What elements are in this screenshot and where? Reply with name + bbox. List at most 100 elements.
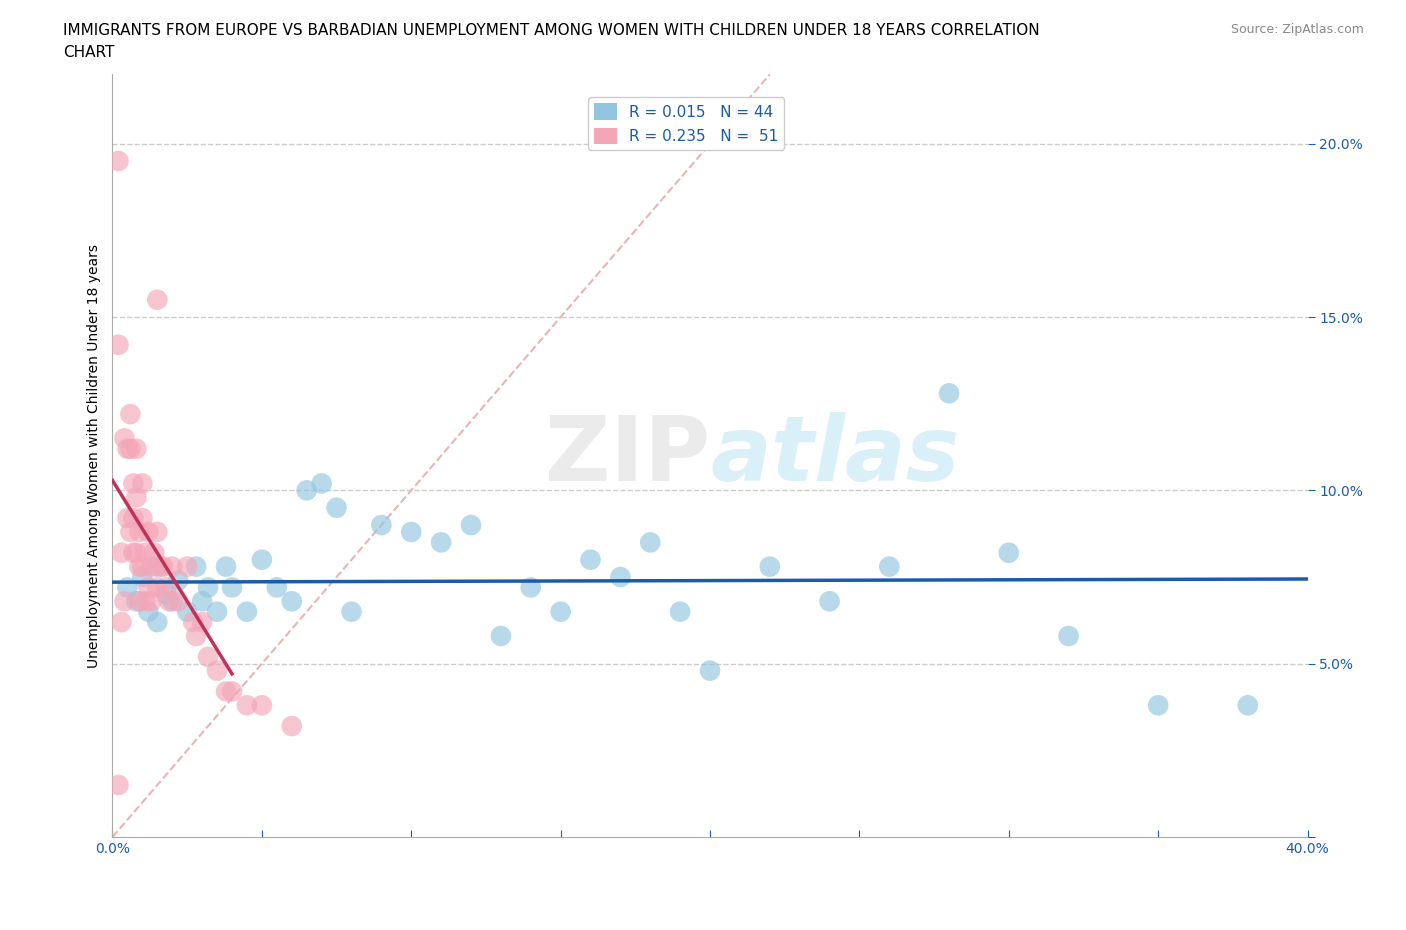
Point bbox=[430, 535, 453, 550]
Point bbox=[146, 292, 169, 307]
Point bbox=[250, 552, 273, 567]
Point bbox=[157, 594, 180, 609]
Point bbox=[1057, 629, 1080, 644]
Point bbox=[938, 386, 960, 401]
Point bbox=[128, 525, 150, 539]
Point bbox=[146, 615, 169, 630]
Point bbox=[125, 490, 148, 505]
Point bbox=[110, 545, 132, 560]
Point bbox=[134, 594, 156, 609]
Point bbox=[120, 442, 142, 457]
Point bbox=[114, 431, 135, 445]
Point bbox=[221, 684, 243, 698]
Point bbox=[122, 545, 145, 560]
Point bbox=[117, 442, 139, 457]
Point bbox=[141, 594, 163, 609]
Point bbox=[162, 559, 183, 574]
Point bbox=[609, 569, 631, 584]
Point bbox=[340, 604, 363, 619]
Point bbox=[205, 663, 228, 678]
Point bbox=[520, 580, 543, 595]
Point bbox=[167, 594, 190, 609]
Point bbox=[205, 604, 228, 619]
Point bbox=[295, 483, 318, 498]
Point bbox=[550, 604, 572, 619]
Point bbox=[138, 604, 160, 619]
Point bbox=[122, 511, 145, 525]
Y-axis label: Unemployment Among Women with Children Under 18 years: Unemployment Among Women with Children U… bbox=[87, 244, 101, 668]
Point bbox=[370, 518, 392, 533]
Point bbox=[186, 629, 208, 644]
Point bbox=[117, 580, 139, 595]
Point bbox=[1237, 698, 1260, 712]
Point bbox=[125, 594, 148, 609]
Point bbox=[401, 525, 423, 539]
Point bbox=[143, 545, 166, 560]
Point bbox=[107, 153, 129, 168]
Text: IMMIGRANTS FROM EUROPE VS BARBADIAN UNEMPLOYMENT AMONG WOMEN WITH CHILDREN UNDER: IMMIGRANTS FROM EUROPE VS BARBADIAN UNEM… bbox=[63, 23, 1040, 38]
Text: Source: ZipAtlas.com: Source: ZipAtlas.com bbox=[1230, 23, 1364, 36]
Point bbox=[640, 535, 662, 550]
Point bbox=[128, 559, 150, 574]
Point bbox=[131, 511, 153, 525]
Point bbox=[311, 476, 333, 491]
Point bbox=[141, 559, 163, 574]
Point bbox=[460, 518, 482, 533]
Point bbox=[138, 525, 160, 539]
Point bbox=[122, 476, 145, 491]
Point bbox=[236, 698, 259, 712]
Point bbox=[125, 442, 148, 457]
Point bbox=[236, 604, 259, 619]
Point bbox=[152, 559, 174, 574]
Point bbox=[489, 629, 512, 644]
Point bbox=[250, 698, 273, 712]
Point bbox=[155, 580, 177, 595]
Text: atlas: atlas bbox=[710, 412, 959, 499]
Point bbox=[131, 569, 153, 584]
Point bbox=[110, 615, 132, 630]
Point bbox=[146, 525, 169, 539]
Point bbox=[146, 559, 169, 574]
Point bbox=[818, 594, 841, 609]
Point bbox=[191, 615, 214, 630]
Point bbox=[191, 594, 214, 609]
Point bbox=[149, 559, 172, 574]
Point bbox=[162, 594, 183, 609]
Point bbox=[125, 545, 148, 560]
Point bbox=[155, 587, 177, 602]
Point bbox=[167, 573, 190, 588]
Point bbox=[281, 594, 304, 609]
Point bbox=[759, 559, 782, 574]
Point bbox=[221, 580, 243, 595]
Point bbox=[181, 615, 204, 630]
Point bbox=[699, 663, 721, 678]
Point bbox=[1147, 698, 1170, 712]
Point bbox=[134, 545, 156, 560]
Text: ZIP: ZIP bbox=[546, 412, 710, 499]
Point bbox=[146, 580, 169, 595]
Point bbox=[176, 604, 198, 619]
Point bbox=[128, 594, 150, 609]
Point bbox=[114, 594, 135, 609]
Point bbox=[131, 559, 153, 574]
Point bbox=[131, 476, 153, 491]
Point bbox=[281, 719, 304, 734]
Point bbox=[215, 684, 238, 698]
Point bbox=[120, 525, 142, 539]
Legend: R = 0.015   N = 44, R = 0.235   N =  51: R = 0.015 N = 44, R = 0.235 N = 51 bbox=[588, 98, 785, 151]
Text: CHART: CHART bbox=[63, 45, 115, 60]
Point bbox=[197, 649, 219, 664]
Point bbox=[107, 777, 129, 792]
Point bbox=[215, 559, 238, 574]
Point bbox=[325, 500, 347, 515]
Point bbox=[186, 559, 208, 574]
Point bbox=[879, 559, 901, 574]
Point bbox=[266, 580, 288, 595]
Point bbox=[120, 406, 142, 421]
Point bbox=[669, 604, 692, 619]
Point bbox=[138, 580, 160, 595]
Point bbox=[107, 338, 129, 352]
Point bbox=[197, 580, 219, 595]
Point bbox=[998, 545, 1021, 560]
Point bbox=[579, 552, 602, 567]
